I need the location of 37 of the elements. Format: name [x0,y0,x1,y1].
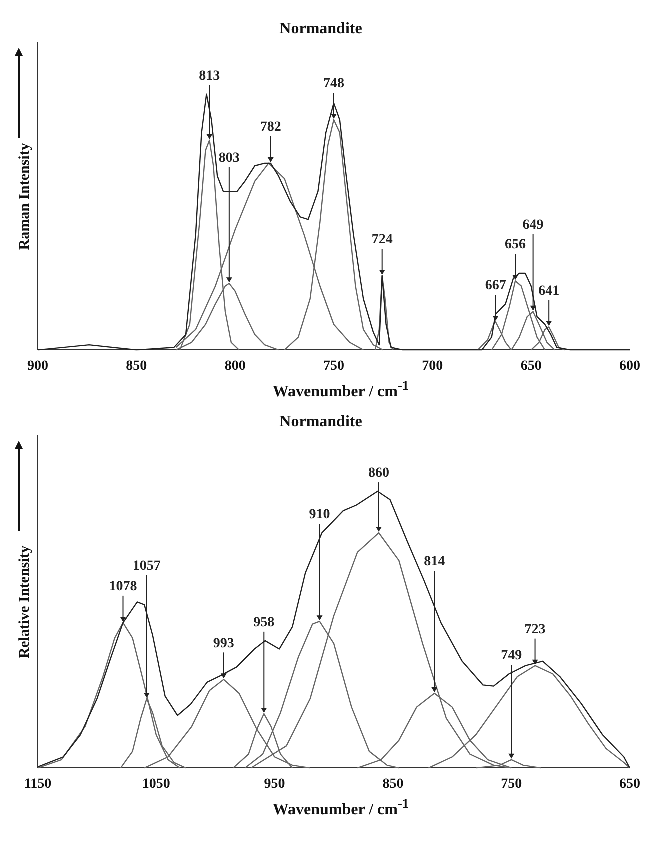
x-tick-label: 1150 [24,778,52,793]
x-tick-label: 700 [422,359,444,374]
chart-title: Normandite [280,20,362,38]
y-axis-title: Relative Intensity [16,546,33,659]
annotation: 860 [368,466,390,482]
annotation: 724 [372,232,393,248]
annotation: 803 [218,150,240,166]
annotation: 641 [538,284,560,299]
annotation: 649 [522,218,544,234]
y-axis-title: Raman Intensity [16,142,33,250]
chart-title: Normandite [280,414,362,432]
x-tick-label: 750 [501,778,522,793]
x-tick-label: 650 [620,778,640,793]
annotation: 958 [254,616,275,631]
annotation: 749 [501,649,522,664]
annotation: 667 [485,278,506,294]
x-axis-title: Wavenumber / cm$^{-1}$ [272,796,410,820]
annotation: 1078 [109,580,138,595]
annotation: 1057 [132,559,161,574]
x-tick-label: 750 [324,359,344,374]
annotation: 748 [324,76,344,92]
x-tick-label: 800 [224,359,246,374]
annotation: 993 [213,636,234,652]
annotation: 656 [505,238,526,253]
annotation: 782 [260,120,282,136]
x-tick-label: 1050 [142,778,170,793]
x-axis-title: Wavenumber / cm$^{-1}$ [272,378,410,402]
x-tick-label: 600 [620,359,640,374]
x-tick-label: 900 [28,359,48,374]
annotation: 910 [309,508,330,523]
annotation: 813 [199,68,220,84]
annotation: 723 [524,622,546,638]
x-tick-label: 650 [520,359,542,374]
x-tick-label: 950 [264,778,286,793]
x-tick-label: 850 [382,778,404,793]
annotation: 814 [424,555,446,570]
x-tick-label: 850 [126,359,148,374]
